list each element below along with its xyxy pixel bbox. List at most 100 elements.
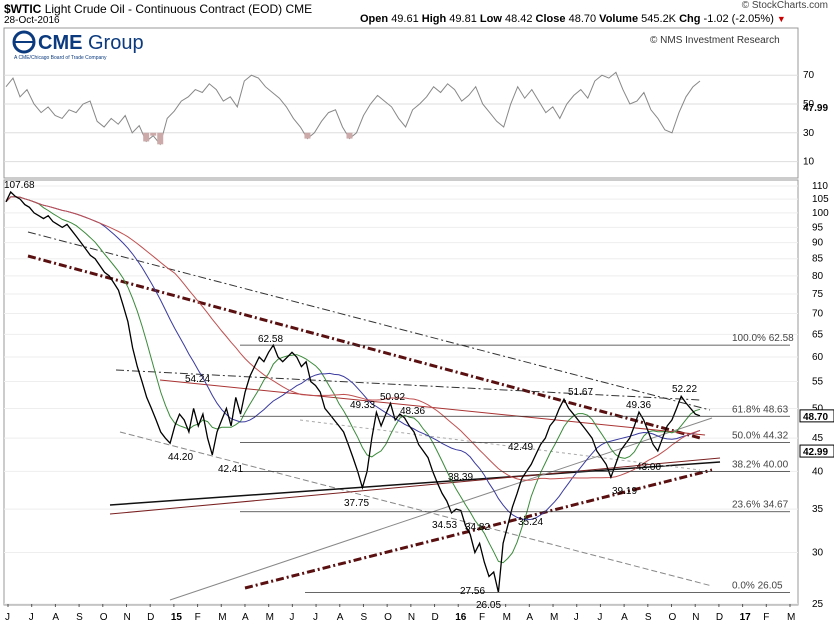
price-series	[5, 190, 701, 593]
price-tick-label: 35	[812, 504, 824, 515]
x-tick-label: J	[597, 612, 602, 623]
price-tick-label: 55	[812, 377, 824, 388]
x-tick-label: F	[195, 612, 201, 623]
x-tick-label: J	[29, 612, 34, 623]
instrument-name: Light Crude Oil - Continuous Contract (E…	[44, 2, 283, 16]
chg-value: -1.02 (-2.05%)	[703, 13, 774, 25]
extreme-label: 54.24	[185, 374, 210, 385]
rsi-grid: 10 30 50 70	[4, 70, 815, 168]
x-tick-label: S	[360, 612, 367, 623]
trendline	[27, 231, 711, 411]
rsi-panel-frame	[3, 27, 799, 179]
price-tick-label: 95	[812, 222, 824, 233]
x-tick-label: O	[669, 612, 677, 623]
fib-label: 50.0% 44.32	[732, 430, 789, 441]
exchange: CME	[285, 2, 313, 16]
price-tick-label: 80	[812, 271, 824, 282]
ohlc-summary: Open 49.61 High 49.81 Low 48.42 Close 48…	[360, 13, 786, 25]
x-tick-label: M	[503, 612, 511, 623]
extreme-label: 49.33	[350, 400, 375, 411]
rsi-tick-label: 50	[803, 99, 815, 110]
rsi-series: 47.99	[5, 71, 828, 146]
extreme-label: 52.22	[672, 384, 697, 395]
extreme-label: 27.56	[460, 586, 485, 597]
x-tick-label: A	[242, 612, 249, 623]
price-line	[5, 190, 701, 593]
x-tick-label: 16	[455, 612, 467, 623]
logo-tagline: A CME/Chicago Board of Trade Company	[14, 55, 107, 61]
extreme-label: 34.82	[465, 522, 490, 533]
x-tick-label: A	[621, 612, 628, 623]
moving-average-line	[5, 196, 701, 521]
extreme-label: 39.19	[612, 486, 637, 497]
high-label: High	[421, 13, 447, 25]
x-tick-label: A	[337, 612, 344, 623]
extreme-label: 48.36	[400, 406, 425, 417]
low-value: 48.42	[504, 13, 533, 25]
x-tick-label: N	[692, 612, 699, 623]
price-tick-label: 65	[812, 329, 824, 340]
price-tick-label: 45	[812, 433, 824, 444]
stockcharts-credit: © StockCharts.com	[741, 0, 828, 11]
extreme-label: 26.05	[476, 600, 501, 611]
price-tick-label: 70	[812, 309, 824, 320]
trendline	[109, 457, 721, 515]
x-tick-label: O	[100, 612, 108, 623]
trendline	[299, 419, 701, 471]
high-value: 49.81	[449, 13, 477, 25]
price-tick-label: 85	[812, 254, 824, 265]
x-tick-label: F	[763, 612, 769, 623]
cme-logo: CME Group A CME/Chicago Board of Trade C…	[12, 30, 144, 61]
extreme-label: 50.92	[380, 392, 405, 403]
x-tick-label: D	[432, 612, 439, 623]
x-tick-label: D	[147, 612, 154, 623]
price-tick-label: 90	[812, 238, 824, 249]
moving-average-line	[5, 196, 701, 564]
logo-text: CME Group	[38, 32, 144, 54]
extreme-label: 34.53	[432, 520, 457, 531]
price-tick-label: 60	[812, 352, 824, 363]
x-tick-label: J	[289, 612, 294, 623]
symbol: $WTIC	[4, 2, 42, 16]
x-tick-label: 17	[740, 612, 752, 623]
rsi-tick-label: 70	[803, 70, 815, 81]
extreme-label: 43.00	[636, 462, 661, 473]
price-tag-label: 48.70	[803, 412, 828, 423]
extreme-label: 62.58	[258, 334, 283, 345]
price-tick-label: 110	[812, 181, 828, 192]
x-tick-label: O	[384, 612, 392, 623]
close-value: 48.70	[568, 13, 597, 25]
price-grid: 25 30 35 40 45 50 55 60 65 70 75 80 85 90 95 100 105 110 4…	[4, 181, 834, 610]
close-label: Close	[535, 13, 566, 25]
extreme-label: 44.20	[168, 452, 193, 463]
extreme-label: 38.39	[448, 472, 473, 483]
x-tick-label: A	[52, 612, 59, 623]
price-panel-frame	[3, 179, 799, 606]
extreme-label: 35.24	[518, 517, 543, 528]
volume-value: 545.2K	[641, 13, 677, 25]
rsi-tick-label: 30	[803, 128, 815, 139]
open-label: Open	[360, 13, 389, 25]
fib-label: 0.0% 26.05	[732, 580, 783, 591]
x-tick-label: M	[787, 612, 795, 623]
price-tick-label: 100	[812, 208, 829, 219]
rsi-last-value: 47.99	[803, 103, 828, 114]
x-tick-label: S	[76, 612, 83, 623]
fib-levels: 100.0% 62.58 61.8% 48.63 50.0% 44.32 38.2% …	[240, 333, 794, 593]
low-label: Low	[479, 13, 502, 25]
dropdown-arrow-icon[interactable]: ▼	[776, 14, 786, 24]
watermark: © NMS Investment Research	[650, 35, 780, 46]
x-axis: J J A S O N D 15 F M A M J J A S O N D 16 F M A M J J A S O N D 17 F M	[5, 604, 795, 623]
rsi-line	[5, 71, 701, 146]
rsi-tick-label: 10	[803, 157, 815, 168]
trendline	[27, 254, 701, 440]
extreme-label: 42.41	[218, 464, 243, 475]
volume-label: Volume	[599, 13, 639, 25]
price-tick-label: 75	[812, 289, 824, 300]
chart-date: 28-Oct-2016	[4, 15, 60, 26]
extreme-label: 51.67	[568, 387, 593, 398]
fib-label: 61.8% 48.63	[732, 404, 789, 415]
trendline	[115, 369, 701, 401]
x-tick-label: J	[5, 612, 10, 623]
